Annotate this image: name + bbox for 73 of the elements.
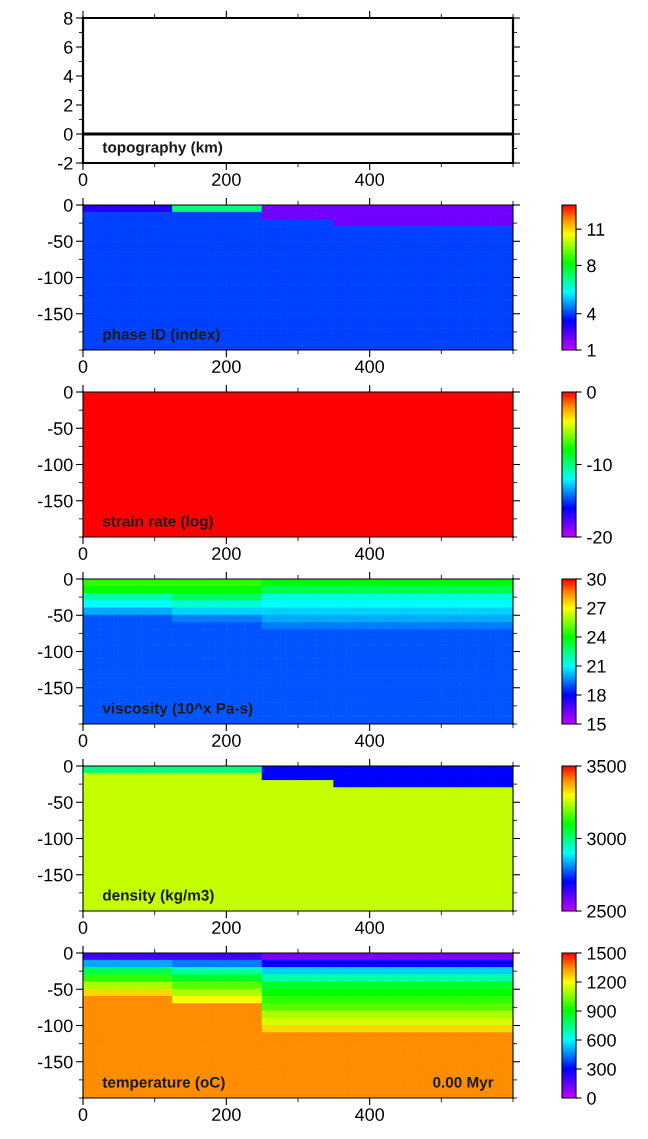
- color-bar-label: 0: [587, 385, 596, 399]
- y-tick-label: 0: [63, 385, 73, 399]
- color-bar-label: 15: [587, 718, 606, 731]
- x-tick-label: 400: [355, 921, 385, 934]
- y-tick-label: -150: [37, 307, 73, 321]
- x-tick-label: 400: [355, 360, 385, 373]
- color-bar-label: 4: [586, 307, 596, 321]
- y-tick-label: -100: [37, 271, 73, 285]
- y-tick-label: -2: [58, 156, 73, 170]
- y-tick-label: -50: [47, 609, 73, 622]
- annotation: topography (km): [102, 141, 223, 156]
- color-bar-label: 1: [587, 344, 596, 357]
- color-bar-label: 3000: [587, 832, 626, 846]
- color-bar-label: 900: [587, 1004, 616, 1018]
- x-tick-label: 200: [212, 173, 241, 186]
- y-tick-label: -150: [37, 494, 73, 508]
- y-tick-label: -150: [37, 1055, 73, 1069]
- color-bar-label: 18: [587, 688, 606, 702]
- color-bar-label: 11: [587, 223, 605, 236]
- x-tick-label: 400: [355, 547, 385, 560]
- x-tick-label: 0: [78, 734, 88, 747]
- annotation: strain rate (log): [102, 515, 213, 530]
- color-bar-label: 3500: [587, 759, 626, 773]
- x-tick-label: 0: [78, 360, 88, 373]
- color-bar-label: 600: [587, 1033, 616, 1047]
- x-tick-label: 0: [78, 173, 88, 186]
- color-bar-label: 2500: [587, 904, 626, 918]
- color-bar-label: 27: [587, 601, 606, 615]
- x-tick-label: 0: [78, 1108, 88, 1121]
- x-tick-label: 0: [78, 547, 88, 560]
- y-tick-label: -150: [37, 868, 73, 882]
- y-tick-label: 0: [63, 572, 73, 586]
- color-bar-label: -10: [587, 458, 612, 472]
- color-bar-label: 8: [587, 259, 596, 273]
- y-tick-label: 8: [64, 11, 73, 25]
- y-tick-label: -150: [37, 681, 73, 695]
- annotation: density (kg/m3): [102, 889, 214, 904]
- x-tick-label: 200: [212, 734, 241, 747]
- y-tick-label: -100: [37, 645, 73, 659]
- color-bar-label: 1200: [587, 975, 626, 989]
- x-tick-label: 200: [212, 921, 241, 934]
- annotation: 0.00 Myr: [433, 1076, 494, 1091]
- x-tick-label: 200: [212, 1108, 241, 1121]
- x-tick-label: 200: [212, 360, 241, 373]
- y-tick-label: 2: [64, 98, 73, 112]
- x-tick-label: 200: [212, 547, 241, 560]
- y-tick-label: 4: [63, 70, 73, 83]
- annotation: temperature (oC): [102, 1076, 225, 1091]
- x-tick-label: 0: [78, 921, 88, 934]
- color-bar-label: 21: [587, 659, 606, 673]
- color-bar-label: 1500: [587, 946, 626, 960]
- y-tick-label: 0: [63, 198, 73, 212]
- y-tick-label: -100: [37, 458, 73, 472]
- y-tick-label: -100: [37, 1019, 73, 1033]
- y-tick-label: -50: [47, 422, 73, 435]
- y-tick-label: -50: [47, 983, 73, 996]
- color-bar-label: -20: [587, 530, 612, 544]
- color-bar-label: 30: [587, 572, 606, 586]
- y-tick-label: 6: [64, 40, 73, 54]
- y-tick-label: 0: [63, 946, 73, 960]
- y-tick-label: 0: [63, 759, 73, 773]
- x-tick-label: 400: [355, 1108, 385, 1121]
- y-tick-label: 0: [63, 127, 73, 141]
- color-bar-label: 24: [587, 630, 606, 644]
- x-tick-label: 400: [355, 173, 385, 186]
- color-bar-label: 0: [587, 1091, 596, 1105]
- x-tick-label: 400: [355, 734, 385, 747]
- annotation: viscosity (10^x Pa-s): [102, 702, 253, 717]
- y-tick-label: -50: [47, 796, 73, 809]
- color-bar-label: 300: [587, 1062, 616, 1076]
- y-tick-label: -50: [47, 235, 73, 248]
- annotation: phase ID (index): [103, 328, 220, 343]
- y-tick-label: -100: [37, 832, 73, 846]
